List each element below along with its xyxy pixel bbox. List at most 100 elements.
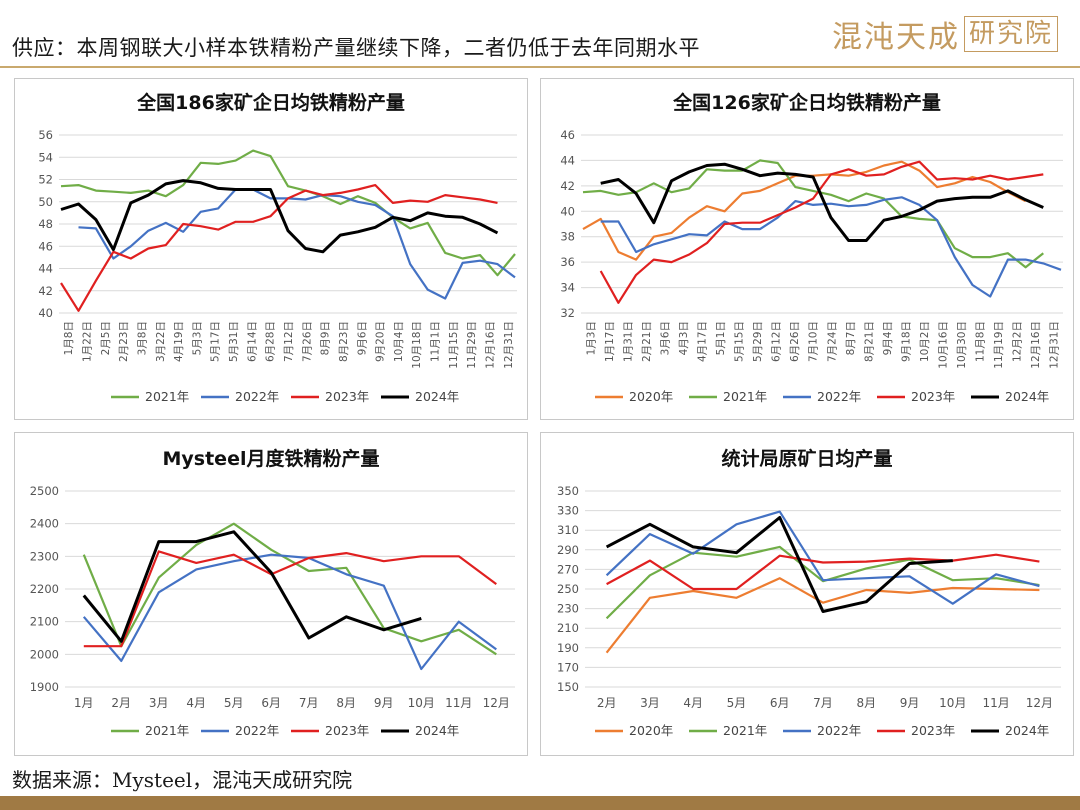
x-tick-label: 9月6日 <box>356 321 368 355</box>
y-tick-label: 40 <box>38 306 53 320</box>
legend-label: 2020年 <box>629 389 673 404</box>
x-tick-label: 12月16日 <box>485 321 497 369</box>
x-tick-label: 8月9日 <box>320 321 332 355</box>
chart-186-mines: 全国186家矿企日均铁精粉产量 40 42 44 46 48 50 52 54 56 1月8日 1月2… <box>38 91 517 404</box>
x-tick-label: 1月8日 <box>63 321 75 355</box>
legend-label: 2021年 <box>145 723 189 738</box>
x-tick-label: 1月3日 <box>585 321 597 355</box>
x-tick-label: 10月16日 <box>938 321 950 369</box>
x-tick-label: 3月 <box>149 696 169 710</box>
y-tick-label: 40 <box>560 204 575 218</box>
y-tick-label: 290 <box>557 543 579 557</box>
x-tick-label: 2月21日 <box>641 321 653 362</box>
legend-label: 2022年 <box>817 389 861 404</box>
chart-panel-186: 全国186家矿企日均铁精粉产量 40 42 44 46 48 50 52 54 56 1月8日 1月2… <box>14 78 528 420</box>
y-tick-label: 46 <box>38 239 53 253</box>
y-tick-label: 2500 <box>30 484 59 498</box>
header-divider <box>0 66 1080 68</box>
series-line-2023年 <box>83 550 497 648</box>
x-tick-label: 12月31日 <box>1049 321 1061 369</box>
y-tick-label: 270 <box>557 562 579 576</box>
y-tick-label: 42 <box>38 284 53 298</box>
legend-label: 2024年 <box>415 389 459 404</box>
chart-title: 全国126家矿企日均铁精粉产量 <box>672 91 941 114</box>
series-line-2021年 <box>60 149 516 277</box>
x-tick-label: 11月 <box>445 696 472 710</box>
chart-panel-mysteel: Mysteel月度铁精粉产量 1900 2000 2100 2200 2300 2400 25… <box>14 432 528 756</box>
x-tick-label: 5月 <box>224 696 244 710</box>
chart-nbs-raw-ore: 统计局原矿日均产量 150 170 190 210 230 250 270 290 310 330 3… <box>557 447 1061 738</box>
y-tick-label: 350 <box>557 484 579 498</box>
x-tick-label: 8月 <box>336 696 356 710</box>
x-tick-label: 12月 <box>1026 696 1053 710</box>
y-tick-label: 44 <box>38 262 53 276</box>
x-tick-label: 12月 <box>483 696 510 710</box>
chart-title: Mysteel月度铁精粉产量 <box>163 447 380 470</box>
x-tick-label: 6月14日 <box>246 321 258 362</box>
x-tick-label: 8月 <box>856 696 876 710</box>
x-tick-label: 6月12日 <box>771 321 783 362</box>
x-tick-label: 4月19日 <box>173 321 185 362</box>
x-tick-label: 6月 <box>770 696 790 710</box>
y-tick-label: 48 <box>38 217 53 231</box>
legend-label: 2021年 <box>145 389 189 404</box>
page-title: 供应：本周钢联大小样本铁精粉产量继续下降，二者仍低于去年同期水平 <box>12 36 700 60</box>
legend-label: 2022年 <box>235 723 279 738</box>
x-tick-label: 8月23日 <box>338 321 350 362</box>
legend-label: 2023年 <box>911 389 955 404</box>
x-tick-label: 9月20日 <box>375 321 387 362</box>
y-tick-label: 330 <box>557 504 579 518</box>
series-line-2023年 <box>606 553 1040 591</box>
x-tick-label: 9月4日 <box>882 321 894 355</box>
x-tick-label: 4月3日 <box>678 321 690 355</box>
series-line-2020年 <box>605 577 1040 654</box>
legend-label: 2020年 <box>629 723 673 738</box>
x-tick-label: 7月12日 <box>283 321 295 362</box>
series-line-2022年 <box>600 196 1062 298</box>
legend-label: 2024年 <box>1005 723 1049 738</box>
legend-label: 2024年 <box>415 723 459 738</box>
x-tick-label: 10月18日 <box>411 321 423 369</box>
series-line-2022年 <box>82 553 497 671</box>
legend-label: 2022年 <box>235 389 279 404</box>
x-tick-label: 4月17日 <box>697 321 709 362</box>
series-line-2024年 <box>82 530 422 643</box>
x-tick-label: 2月 <box>111 696 131 710</box>
y-tick-label: 2000 <box>30 647 59 661</box>
legend-label: 2023年 <box>911 723 955 738</box>
x-tick-label: 5月15日 <box>734 321 746 362</box>
x-tick-label: 11月15日 <box>448 321 460 369</box>
x-tick-label: 1月31日 <box>622 321 634 362</box>
y-tick-label: 2200 <box>30 582 59 596</box>
x-tick-label: 7月26日 <box>301 321 313 362</box>
x-tick-label: 7月 <box>299 696 319 710</box>
y-tick-label: 150 <box>557 680 579 694</box>
y-tick-label: 34 <box>560 281 575 295</box>
x-tick-label: 3月6日 <box>659 321 671 355</box>
x-tick-label: 11月 <box>982 696 1009 710</box>
x-tick-label: 10月30日 <box>956 321 968 369</box>
x-tick-label: 3月8日 <box>136 321 148 355</box>
x-tick-label: 9月 <box>900 696 920 710</box>
data-source-note: 数据来源：Mysteel，混沌天成研究院 <box>12 768 353 792</box>
y-tick-label: 52 <box>38 173 53 187</box>
y-tick-label: 32 <box>560 306 575 320</box>
footer-bar <box>0 796 1080 810</box>
chart-title: 统计局原矿日均产量 <box>721 447 892 470</box>
x-tick-label: 12月31日 <box>503 321 515 369</box>
chart-126-mines: 全国126家矿企日均铁精粉产量 32 34 36 38 40 42 44 46 1月3日 1月17日… <box>560 91 1063 404</box>
x-tick-label: 1月 <box>74 696 94 710</box>
series-line-2021年 <box>82 522 497 656</box>
y-tick-label: 2300 <box>30 549 59 563</box>
x-tick-label: 10月 <box>408 696 435 710</box>
series-line-2021年 <box>582 159 1044 269</box>
series-line-2022年 <box>78 188 516 300</box>
x-tick-label: 11月19日 <box>993 321 1005 369</box>
series-line-2022年 <box>605 510 1040 605</box>
x-tick-label: 4月 <box>683 696 703 710</box>
y-tick-label: 42 <box>560 179 575 193</box>
x-tick-label: 8月21日 <box>863 321 875 362</box>
x-tick-label: 7月10日 <box>808 321 820 362</box>
series-line-2023年 <box>599 160 1044 304</box>
legend-label: 2023年 <box>325 389 369 404</box>
